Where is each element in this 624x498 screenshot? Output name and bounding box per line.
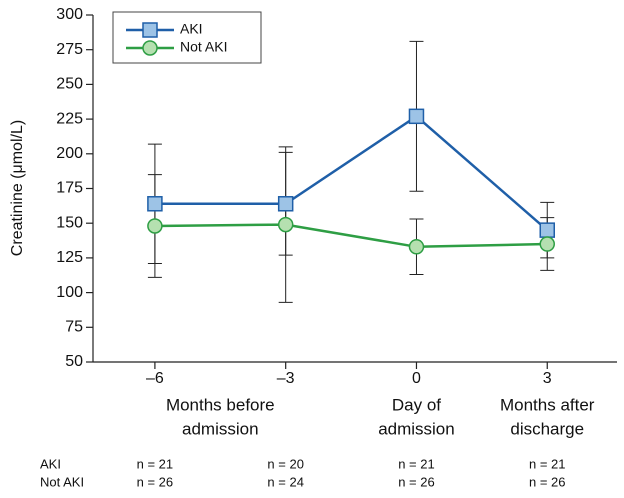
marker bbox=[408, 239, 425, 255]
marker bbox=[147, 196, 163, 212]
marker bbox=[539, 236, 555, 252]
x-tick-label: –6 bbox=[146, 370, 164, 387]
marker bbox=[147, 218, 163, 234]
legend-label: Not AKI bbox=[180, 39, 227, 55]
y-tick-label: 200 bbox=[56, 145, 83, 162]
n-cell: n = 21 bbox=[398, 456, 435, 471]
x-group-label: admission bbox=[182, 419, 259, 438]
y-tick-label: 75 bbox=[65, 319, 83, 336]
legend-label: AKI bbox=[180, 21, 203, 37]
n-cell: n = 26 bbox=[398, 474, 435, 489]
marker bbox=[408, 108, 425, 125]
y-tick-label: 225 bbox=[56, 110, 83, 127]
x-group-label: admission bbox=[378, 419, 455, 438]
x-group-label: discharge bbox=[510, 419, 584, 438]
y-tick-label: 50 bbox=[65, 353, 83, 370]
legend-marker bbox=[142, 40, 158, 56]
n-cell: n = 26 bbox=[529, 474, 566, 489]
n-row-label: Not AKI bbox=[40, 474, 84, 489]
x-tick-label: 0 bbox=[412, 370, 421, 387]
y-tick-label: 100 bbox=[56, 284, 83, 301]
y-tick-label: 175 bbox=[56, 180, 83, 197]
series-line bbox=[154, 223, 548, 249]
x-tick-label: 3 bbox=[543, 370, 552, 387]
y-tick-label: 300 bbox=[56, 6, 83, 23]
x-group-label: Day of bbox=[392, 395, 441, 414]
n-cell: n = 24 bbox=[267, 474, 304, 489]
y-tick-label: 125 bbox=[56, 249, 83, 266]
y-tick-label: 250 bbox=[56, 76, 83, 93]
y-axis-label: Creatinine (μmol/L) bbox=[9, 120, 26, 256]
x-group-label: Months before bbox=[166, 395, 275, 414]
n-cell: n = 20 bbox=[267, 456, 304, 471]
marker bbox=[539, 222, 555, 238]
series-line bbox=[154, 114, 549, 232]
x-group-label: Months after bbox=[500, 395, 595, 414]
legend-marker bbox=[142, 22, 158, 38]
marker bbox=[277, 216, 294, 233]
n-cell: n = 21 bbox=[137, 456, 174, 471]
n-row-label: AKI bbox=[40, 456, 61, 471]
y-tick-label: 275 bbox=[56, 41, 83, 58]
y-tick-label: 150 bbox=[56, 214, 83, 231]
x-tick-label: –3 bbox=[277, 370, 295, 387]
n-cell: n = 26 bbox=[137, 474, 174, 489]
marker bbox=[277, 196, 294, 212]
legend-box bbox=[112, 11, 262, 64]
n-cell: n = 21 bbox=[529, 456, 566, 471]
